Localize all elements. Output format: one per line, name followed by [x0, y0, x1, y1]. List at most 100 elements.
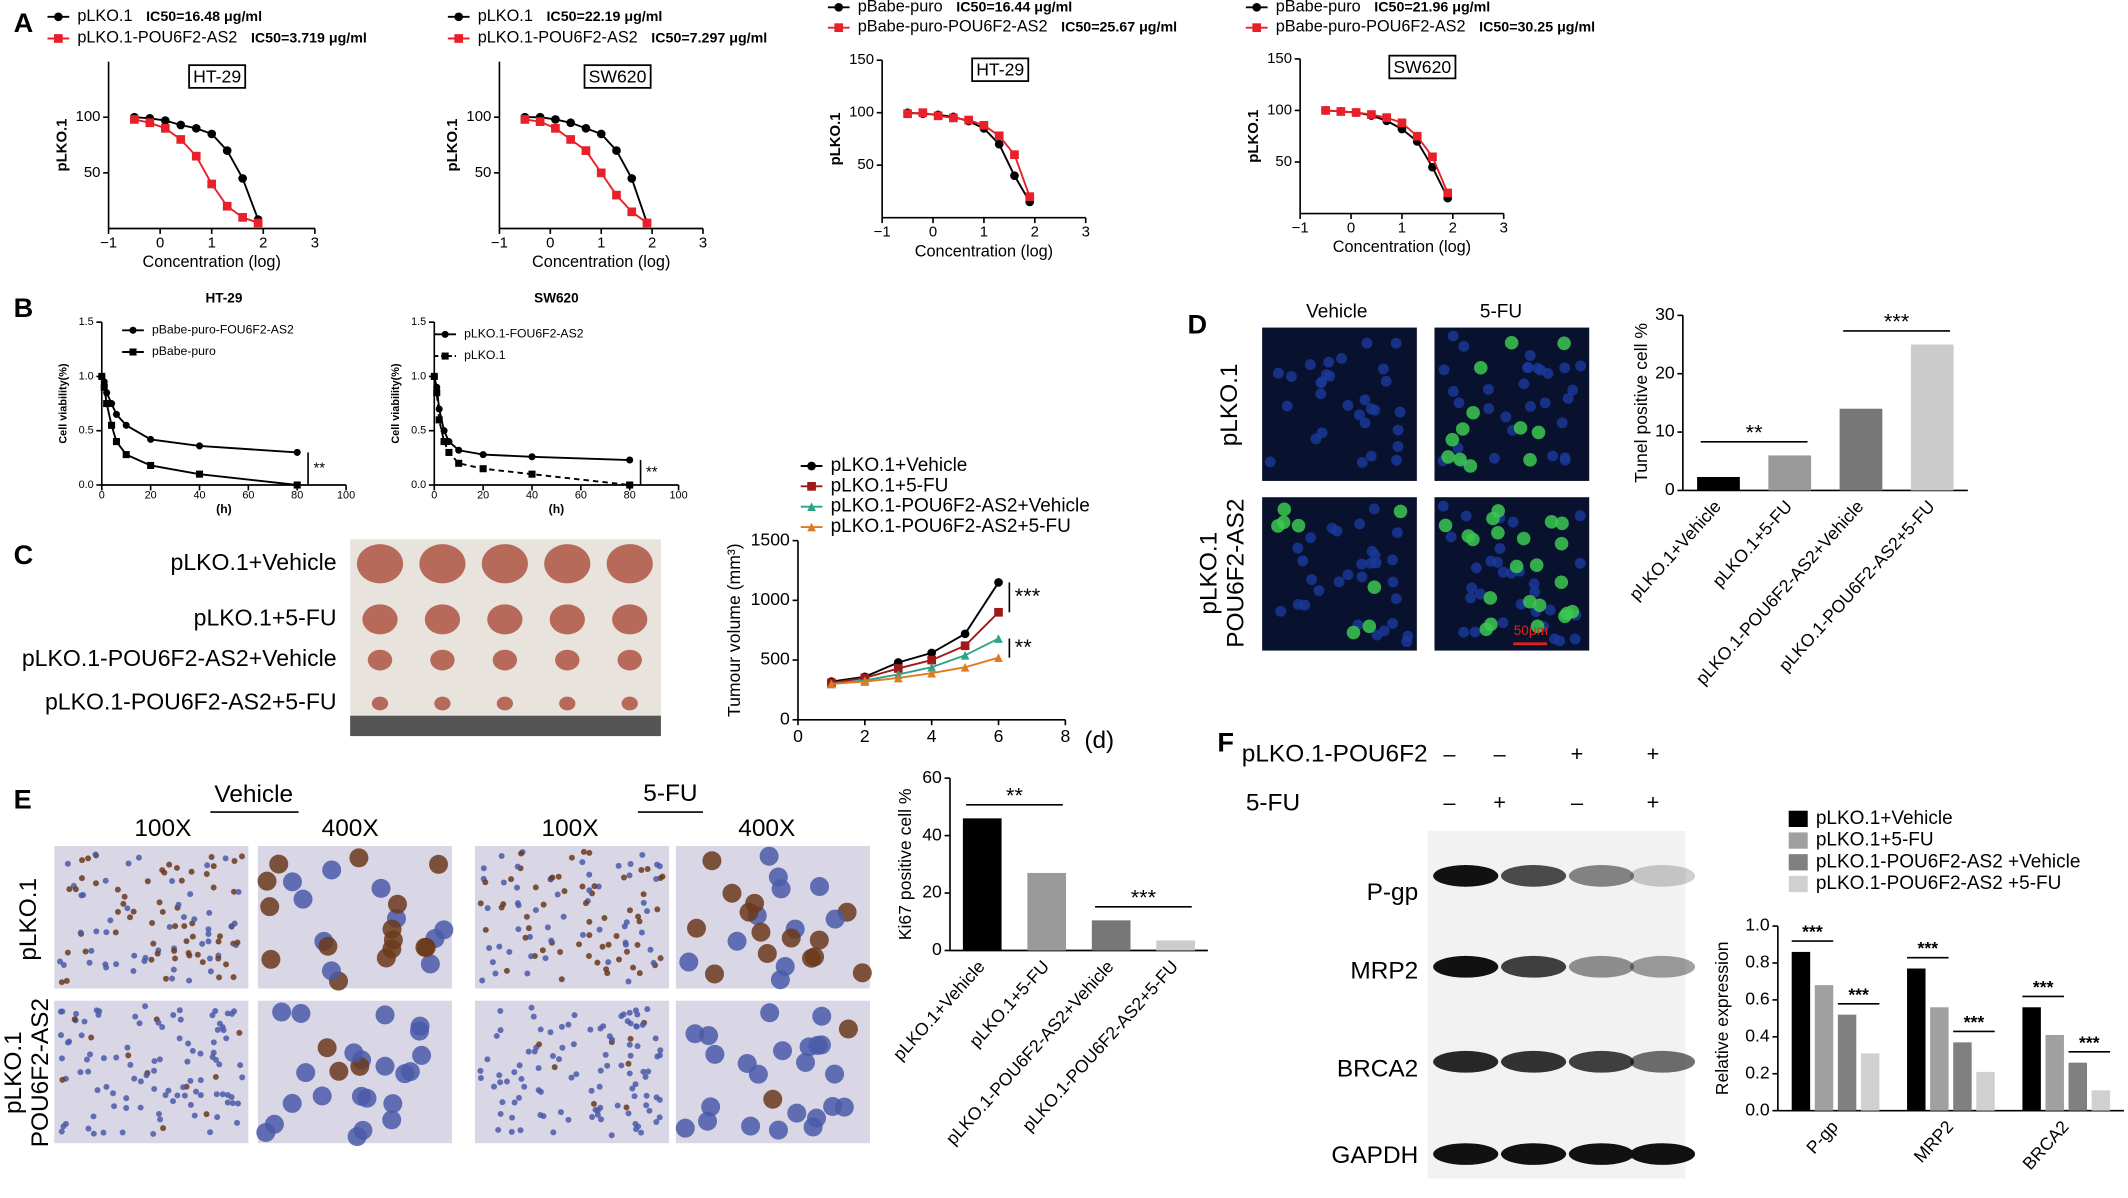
cell — [210, 884, 217, 891]
marker — [1443, 188, 1453, 198]
cell — [597, 1067, 604, 1074]
marker — [440, 427, 448, 435]
cell — [768, 1120, 788, 1140]
cell — [160, 1125, 167, 1132]
tumor — [419, 544, 466, 584]
category-label: P-gp — [1802, 1116, 1842, 1157]
cell — [205, 931, 212, 937]
tunel-nucleus — [1516, 531, 1531, 546]
protein-label: P-gp — [1367, 879, 1419, 906]
cell — [620, 1011, 627, 1018]
marker — [454, 12, 464, 22]
cell — [92, 851, 99, 858]
cell — [78, 875, 85, 882]
cell — [215, 938, 222, 945]
legend-entry: pLKO.1 IC50=22.19 μg/ml — [478, 7, 663, 25]
marker — [994, 634, 1003, 643]
cell — [210, 863, 217, 870]
cell — [148, 956, 155, 963]
cell — [805, 947, 825, 967]
cell — [229, 1100, 236, 1107]
nucleus — [1313, 585, 1325, 596]
cell — [477, 1075, 484, 1081]
cell — [293, 889, 313, 909]
cell — [787, 1103, 807, 1123]
panel-letter: D — [1188, 308, 1208, 339]
tumor — [371, 696, 389, 711]
cell — [187, 1101, 194, 1108]
nucleus — [1470, 562, 1482, 574]
cell — [72, 886, 79, 893]
cell — [207, 968, 214, 975]
cell — [203, 870, 210, 877]
cell — [499, 1099, 506, 1106]
cell — [216, 974, 223, 981]
nucleus — [1292, 542, 1304, 554]
cell — [434, 920, 454, 940]
cell — [634, 941, 641, 948]
nucleus — [1437, 500, 1449, 512]
cell — [169, 878, 176, 885]
cell — [181, 1092, 188, 1099]
legend-entry: pLKO.1+5-FU — [1816, 830, 1934, 851]
cell — [639, 851, 646, 858]
cell — [400, 1062, 420, 1082]
legend-ic50: IC50=3.719 μg/ml — [251, 30, 367, 46]
x-tick-label: 4 — [927, 726, 937, 746]
cell — [498, 852, 505, 859]
cell — [579, 859, 586, 866]
nucleus — [1392, 440, 1404, 452]
category-label: MRP2 — [1910, 1117, 1958, 1167]
bar — [1837, 1014, 1857, 1111]
cell — [559, 1044, 566, 1051]
cell — [102, 877, 109, 884]
cell — [679, 952, 699, 972]
x-axis-label: Concentration (log) — [143, 253, 281, 271]
cell — [59, 1076, 66, 1083]
marker — [927, 668, 937, 678]
legend-entry: pLKO.1-POU6F2-AS2 +5-FU — [1816, 873, 2062, 894]
cell — [591, 883, 598, 890]
nucleus — [1518, 378, 1530, 390]
nucleus — [1368, 503, 1380, 515]
cell — [605, 959, 612, 966]
marker — [129, 348, 137, 356]
legend-name: pLKO.1-POU6F2-AS2 — [77, 29, 237, 47]
marker — [207, 129, 217, 139]
cell — [806, 1108, 826, 1128]
marker — [1412, 131, 1422, 141]
nucleus — [1297, 555, 1309, 567]
cell — [596, 926, 603, 933]
x-tick-label: 0 — [1347, 219, 1355, 236]
cell — [613, 933, 620, 940]
legend-ic50: IC50=21.96 μg/ml — [1374, 0, 1490, 15]
y-tick-label: 0.2 — [1745, 1062, 1770, 1082]
nucleus — [1386, 554, 1398, 566]
tumor — [434, 696, 451, 711]
cell — [602, 1051, 609, 1058]
y-tick-label: 20 — [922, 882, 942, 902]
cell — [412, 1045, 432, 1065]
nucleus — [1369, 404, 1381, 416]
bar — [1791, 951, 1811, 1111]
cell — [170, 966, 177, 973]
nucleus — [1365, 557, 1377, 569]
cell — [166, 923, 173, 930]
cell — [623, 948, 630, 955]
marker — [195, 470, 204, 478]
marker — [860, 677, 870, 686]
marker — [994, 131, 1004, 141]
cell — [523, 913, 530, 920]
cell — [644, 908, 651, 915]
cell — [170, 1012, 177, 1018]
cell — [500, 879, 507, 886]
y-tick-label: 0 — [1665, 479, 1675, 499]
nucleus — [1356, 558, 1368, 570]
marker — [1336, 107, 1346, 116]
marker — [433, 389, 441, 397]
cell — [291, 1003, 311, 1023]
marker — [1252, 23, 1262, 32]
cell — [66, 1038, 73, 1045]
nucleus — [1305, 532, 1316, 544]
cell — [107, 917, 114, 924]
